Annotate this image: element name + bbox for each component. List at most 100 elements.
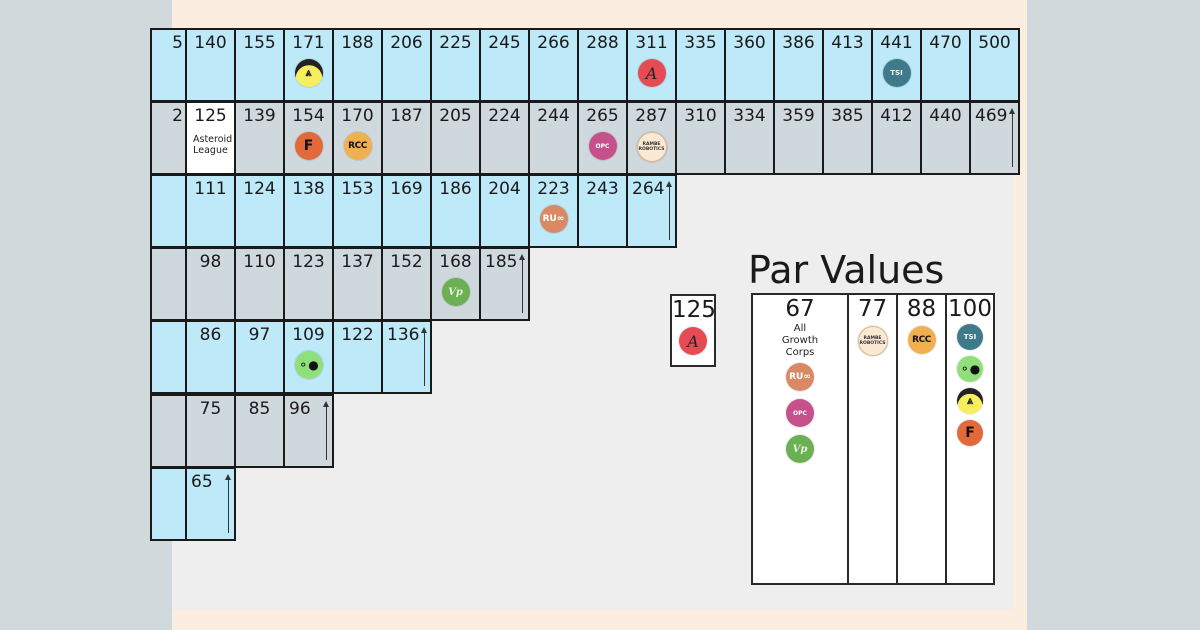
market-cell-124[interactable]: 124 [234,174,285,248]
cell-value: 98 [199,252,222,272]
par-value: 100 [948,296,992,322]
market-cell-264[interactable]: 264 [626,174,677,248]
market-cell-171[interactable]: 171 ⩓ [283,28,334,102]
par-value: 125 [672,297,716,323]
vp-icon: Vp [441,278,470,306]
arrow-up-icon [323,401,329,460]
cell-value: 441 [880,33,913,53]
market-cell-168[interactable]: 168 Vp [430,247,481,321]
cell-value: 266 [537,33,570,53]
cell-value: 360 [733,33,766,53]
market-cell-360[interactable]: 360 [724,28,775,102]
market-cell-65[interactable]: 65 [185,467,236,541]
cell-value: 153 [341,179,374,199]
market-cell-169[interactable]: 169 [381,174,432,248]
cell-value: 122 [341,325,374,345]
market-cell-85[interactable]: 85 [234,394,285,468]
par-value-column-77[interactable]: 77 RAMBE ROBOTICS [847,293,898,585]
market-cell-469[interactable]: 469 [969,101,1020,175]
market-cell-223[interactable]: 223 RU∞ [528,174,579,248]
market-cell-224[interactable]: 224 [479,101,530,175]
market-cell-204[interactable]: 204 [479,174,530,248]
market-cell-186[interactable]: 186 [430,174,481,248]
market-cell-125[interactable]: 125 Asteroid League [185,101,236,175]
market-cell-225[interactable]: 225 [430,28,481,102]
asteroid-league-icon: A [637,59,666,87]
cell-value: 470 [929,33,962,53]
market-cell-edge[interactable] [150,174,187,248]
par-value: 77 [857,296,888,322]
market-cell-5[interactable]: 5 [150,28,187,102]
market-cell-122[interactable]: 122 [332,320,383,394]
market-cell-243[interactable]: 243 [577,174,628,248]
market-cell-153[interactable]: 153 [332,174,383,248]
market-cell-edge[interactable] [150,467,187,541]
market-cell-edge[interactable] [150,247,187,321]
market-cell-185[interactable]: 185 [479,247,530,321]
market-cell-154[interactable]: 154 F [283,101,334,175]
market-cell-96[interactable]: 96 [283,394,334,468]
market-cell-335[interactable]: 335 [675,28,726,102]
market-cell-edge[interactable] [150,394,187,468]
cell-value: 123 [292,252,325,272]
market-cell-137[interactable]: 137 [332,247,383,321]
market-cell-310[interactable]: 310 [675,101,726,175]
tsi-icon: TSI [957,324,983,350]
market-cell-386[interactable]: 386 [773,28,824,102]
market-cell-500[interactable]: 500 [969,28,1020,102]
market-cell-244[interactable]: 244 [528,101,579,175]
market-cell-441[interactable]: 441 TSI [871,28,922,102]
par-value-column-100[interactable]: 100 TSI ⚬● ⩓ F [945,293,995,585]
cell-value: 187 [390,106,423,126]
market-cell-edge[interactable] [150,320,187,394]
market-cell-266[interactable]: 266 [528,28,579,102]
market-cell-188[interactable]: 188 [332,28,383,102]
market-cell-155[interactable]: 155 [234,28,285,102]
market-cell-139[interactable]: 139 [234,101,285,175]
market-cell-75[interactable]: 75 [185,394,236,468]
market-cell-205[interactable]: 205 [430,101,481,175]
cell-value: 111 [194,179,227,199]
market-cell-123[interactable]: 123 [283,247,334,321]
tsi-icon: TSI [882,59,911,87]
market-cell-2[interactable]: 2 [150,101,187,175]
market-cell-110[interactable]: 110 [234,247,285,321]
market-cell-288[interactable]: 288 [577,28,628,102]
market-cell-385[interactable]: 385 [822,101,873,175]
market-cell-206[interactable]: 206 [381,28,432,102]
market-cell-152[interactable]: 152 [381,247,432,321]
market-cell-86[interactable]: 86 [185,320,236,394]
market-cell-138[interactable]: 138 [283,174,334,248]
par-value-column-67[interactable]: 67 All Growth Corps RU∞ OPC Vp [751,293,849,585]
market-cell-245[interactable]: 245 [479,28,530,102]
cell-value: 265 [586,106,619,126]
market-cell-311[interactable]: 311 A [626,28,677,102]
market-cell-97[interactable]: 97 [234,320,285,394]
market-cell-334[interactable]: 334 [724,101,775,175]
market-cell-187[interactable]: 187 [381,101,432,175]
market-cell-412[interactable]: 412 [871,101,922,175]
market-cell-265[interactable]: 265 OPC [577,101,628,175]
cell-value: 243 [586,179,619,199]
market-cell-111[interactable]: 111 [185,174,236,248]
market-cell-287[interactable]: 287 RAMBE ROBOTICS [626,101,677,175]
market-cell-170[interactable]: 170 RCC [332,101,383,175]
lunar-corp-icon: ⩓ [294,59,323,87]
cell-value: 171 [292,33,325,53]
cell-value: 225 [439,33,472,53]
market-cell-440[interactable]: 440 [920,101,971,175]
market-cell-359[interactable]: 359 [773,101,824,175]
cell-value: 65 [191,472,213,492]
cell-value: 205 [439,106,472,126]
par-value-column-88[interactable]: 88 RCC [896,293,947,585]
arrow-up-icon [225,474,231,533]
par-value: 88 [906,296,937,322]
market-cell-109[interactable]: 109 ⚬● [283,320,334,394]
market-cell-413[interactable]: 413 [822,28,873,102]
market-cell-140[interactable]: 140 [185,28,236,102]
market-cell-98[interactable]: 98 [185,247,236,321]
market-cell-136[interactable]: 136 [381,320,432,394]
par-value-special[interactable]: 125 A [670,294,716,367]
cell-value: 185 [485,252,518,272]
market-cell-470[interactable]: 470 [920,28,971,102]
